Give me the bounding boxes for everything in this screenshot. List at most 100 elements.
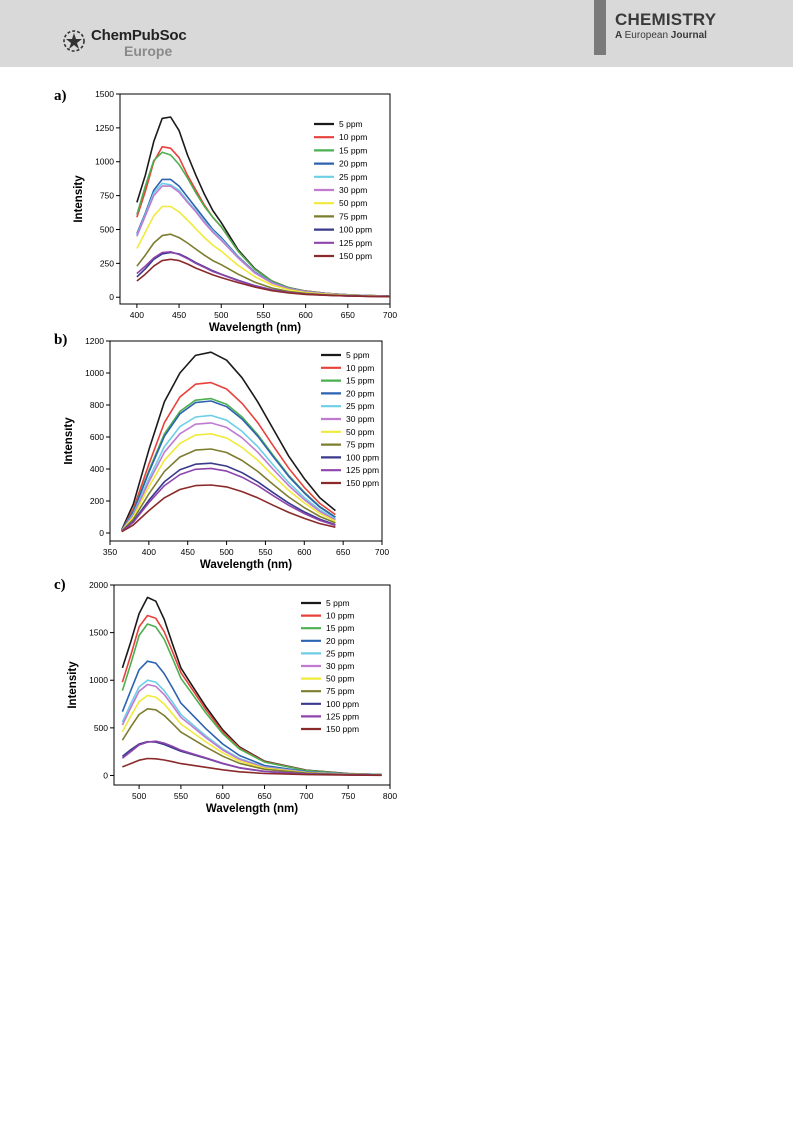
legend-label: 75 ppm [326,686,354,696]
y-tick-label: 1000 [95,157,114,167]
legend-label: 125 ppm [346,465,379,475]
y-tick-label: 200 [90,496,104,506]
legend-label: 150 ppm [339,251,372,261]
panel-label-a: a) [54,88,67,104]
y-tick-label: 0 [103,770,108,780]
x-tick-label: 600 [216,791,230,801]
journal-title: CHEMISTRY [615,10,717,29]
journal-subtitle: A European Journal [615,30,707,41]
x-tick-label: 500 [132,791,146,801]
x-tick-label: 400 [130,310,144,320]
journal-sub-journal: Journal [670,30,707,41]
panel-label-b: b) [54,332,68,348]
legend-label: 75 ppm [339,211,367,221]
legend-label: 25 ppm [339,172,367,182]
y-axis-label: Intensity [67,661,79,709]
legend-label: 25 ppm [346,401,374,411]
series-line-0 [120,351,336,531]
series-line-7 [121,708,382,776]
y-axis-label: Intensity [64,417,75,465]
x-tick-label: 500 [219,547,233,557]
x-tick-label: 550 [258,547,272,557]
legend-label: 10 ppm [346,363,374,373]
legend-label: 30 ppm [326,661,354,671]
legend-label: 5 ppm [326,598,350,608]
legend-label: 100 ppm [339,225,372,235]
series-line-3 [121,660,382,776]
journal-sub-european: European [624,30,669,41]
legend-label: 25 ppm [326,648,354,658]
series-line-1 [120,381,336,531]
y-tick-label: 800 [90,400,104,410]
y-tick-label: 250 [100,258,114,268]
legend-label: 125 ppm [326,711,359,721]
x-tick-label: 450 [181,547,195,557]
legend-label: 15 ppm [346,376,374,386]
series-line-5 [121,422,336,532]
legend-label: 20 ppm [346,388,374,398]
y-tick-label: 400 [90,464,104,474]
y-tick-label: 1500 [95,89,114,99]
chart-panel-a: 400 450 500 550 600 650 700 0 250 500 750 1000 1250 1… [73,89,397,334]
y-tick-label: 600 [90,432,104,442]
y-tick-label: 1000 [85,368,104,378]
legend-label: 5 ppm [346,350,370,360]
legend-label: 150 ppm [346,478,379,488]
series-line-1 [136,146,391,297]
x-tick-label: 650 [341,310,355,320]
series-line-7 [121,448,336,532]
series-line-10 [121,484,336,533]
x-tick-label: 750 [341,791,355,801]
plot-frame [113,584,391,786]
x-tick-label: 600 [299,310,313,320]
x-tick-label: 650 [257,791,271,801]
legend-label: 20 ppm [339,159,367,169]
x-tick-label: 700 [375,547,389,557]
series-line-10 [122,757,382,777]
x-tick-label: 800 [383,791,397,801]
legend-label: 100 ppm [346,452,379,462]
legend-label: 10 ppm [339,132,367,142]
series-line-4 [121,414,336,532]
x-tick-label: 550 [174,791,188,801]
series-line-10 [136,258,391,298]
journal-accent-bar [594,0,606,55]
journal-header: ChemPubSoc Europe CHEMISTRY A European J… [0,0,793,67]
panel-label-c: c) [54,577,66,593]
publisher-region: Europe [124,43,173,59]
x-tick-label: 350 [103,547,117,557]
series-line-2 [121,623,382,776]
series-line-9 [121,740,382,776]
x-tick-label: 550 [256,310,270,320]
chart-panel-b: 350 400 450 500 550 600 650 700 0 200 400 600 800 100… [64,336,389,571]
y-tick-label: 0 [99,528,104,538]
x-axis-label: Wavelength (nm) [200,559,292,571]
series-line-8 [121,462,336,533]
y-tick-label: 2000 [89,580,108,590]
x-tick-label: 700 [299,791,313,801]
x-tick-label: 400 [142,547,156,557]
legend-label: 50 ppm [339,198,367,208]
y-tick-label: 500 [94,723,108,733]
y-axis-label: Intensity [73,175,85,223]
legend-label: 30 ppm [339,185,367,195]
chart-panel-c: 500 550 600 650 700 750 800 0 500 1000 1500 2000 Wav… [67,580,397,815]
legend-label: 20 ppm [326,636,354,646]
legend-label: 5 ppm [339,119,363,129]
y-tick-label: 1500 [89,628,108,638]
series-line-6 [121,433,336,532]
legend-label: 75 ppm [346,440,374,450]
legend-label: 50 ppm [326,674,354,684]
chempubsoc-star-icon [63,30,85,52]
legend-label: 150 ppm [326,724,359,734]
legend-label: 100 ppm [326,699,359,709]
x-tick-label: 700 [383,310,397,320]
series-line-9 [121,467,336,533]
y-tick-label: 1000 [89,675,108,685]
x-tick-label: 450 [172,310,186,320]
series-line-3 [121,400,336,532]
y-tick-label: 500 [100,224,114,234]
x-tick-label: 500 [214,310,228,320]
x-axis-label: Wavelength (nm) [206,803,298,815]
publisher-name: ChemPubSoc [91,27,187,44]
